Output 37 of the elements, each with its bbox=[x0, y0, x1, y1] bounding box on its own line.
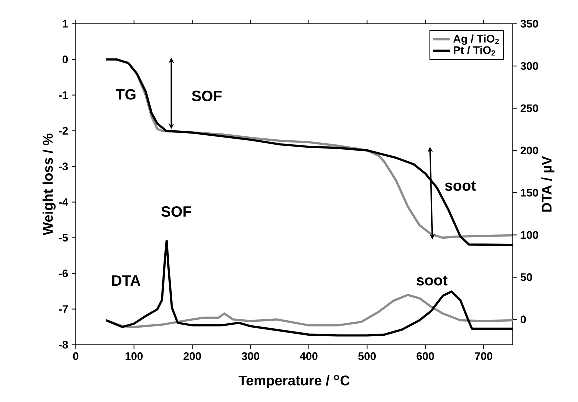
y-tick-label: -2 bbox=[59, 127, 68, 135]
y-axis-title: Weight loss / % bbox=[42, 134, 56, 236]
y-tick-label: -1 bbox=[59, 92, 68, 100]
y2-tick-label: 0 bbox=[520, 316, 526, 324]
y-tick-label: -3 bbox=[59, 162, 68, 171]
y-tick-label: -8 bbox=[59, 341, 68, 349]
annotation: SOF bbox=[192, 90, 222, 102]
annotation: DTA bbox=[112, 276, 141, 286]
y2-tick-label: 150 bbox=[521, 189, 538, 197]
y-tick-label: -5 bbox=[59, 234, 68, 242]
y-tick-label: 1 bbox=[63, 20, 68, 28]
x-tick-label: 200 bbox=[184, 352, 202, 360]
x-tick-label: 300 bbox=[242, 352, 260, 360]
annotation: SOF bbox=[162, 206, 192, 218]
y2-axis-title: DTA / µV bbox=[542, 156, 555, 212]
y2-tick-label: 250 bbox=[520, 104, 538, 112]
y-tick-label: -6 bbox=[59, 270, 68, 278]
y-tick-label: -7 bbox=[59, 306, 68, 314]
y2-tick-label: 350 bbox=[520, 20, 538, 28]
y2-tick-label: 100 bbox=[521, 231, 538, 240]
legend-label: Ag / TiO$_{2}$ bbox=[454, 34, 500, 46]
y2-tick-label: 300 bbox=[520, 62, 538, 70]
legend-label: Pt / TiO$_{2}$ bbox=[454, 46, 496, 56]
x-tick-label: 400 bbox=[300, 352, 318, 360]
x-tick-label: 0 bbox=[73, 352, 79, 360]
y2-tick-label: 200 bbox=[520, 146, 538, 155]
annotation: soot bbox=[445, 181, 476, 192]
annotation: TG bbox=[116, 89, 136, 100]
x-tick-label: 100 bbox=[126, 352, 143, 360]
x-tick-label: 500 bbox=[358, 352, 376, 360]
x-tick-label: 700 bbox=[475, 352, 493, 360]
y-tick-label: -4 bbox=[59, 198, 68, 206]
y2-tick-label: 50 bbox=[520, 274, 532, 282]
x-tick-label: 600 bbox=[416, 352, 434, 360]
annotation: soot bbox=[416, 276, 448, 286]
x-axis-title: Temperature / $^{o}$C bbox=[238, 375, 350, 388]
y-tick-label: 0 bbox=[62, 56, 68, 64]
